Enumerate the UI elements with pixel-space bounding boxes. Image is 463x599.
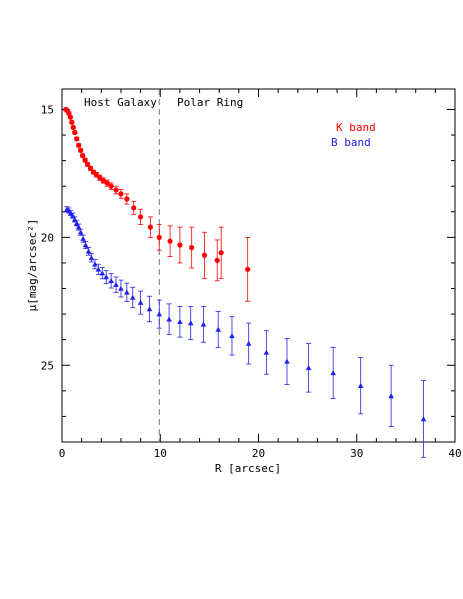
legend-b-band: B band (331, 136, 371, 149)
data-point (104, 180, 110, 186)
data-point (177, 242, 183, 248)
series-b-band (64, 206, 427, 458)
data-point (77, 229, 84, 235)
plot-frame (61, 88, 456, 443)
data-point (92, 261, 98, 267)
data-point (103, 274, 110, 280)
x-tick-label: 20 (252, 447, 265, 460)
data-point (70, 124, 76, 130)
data-point (189, 244, 195, 251)
y-axis-label: μ[mag/arcsec²] (26, 219, 39, 312)
data-point (166, 316, 172, 322)
data-point (74, 136, 80, 142)
data-point (84, 161, 91, 168)
data-point (146, 306, 153, 312)
data-point (108, 183, 114, 189)
data-point (69, 119, 75, 125)
x-tick-label: 30 (350, 447, 363, 460)
y-axis-ticks: 15 20 25 (41, 103, 455, 417)
data-point (147, 224, 154, 230)
y-tick-label: 25 (41, 359, 54, 372)
x-axis-label: R [arcsec] (215, 462, 281, 475)
data-point (75, 224, 82, 230)
data-point (78, 147, 84, 153)
data-point (118, 285, 124, 291)
legend-k-band: K band (336, 121, 376, 134)
data-point (93, 172, 99, 178)
data-point (99, 270, 106, 276)
data-point (357, 382, 364, 388)
data-point (131, 205, 137, 211)
data-point (388, 393, 394, 399)
x-axis-ticks: 0 10 20 30 40 (59, 89, 462, 460)
data-point (113, 187, 119, 193)
data-point (156, 234, 162, 240)
data-point (284, 358, 290, 364)
data-point (245, 340, 252, 346)
data-point (72, 129, 78, 136)
data-point (80, 152, 86, 159)
data-point (67, 114, 73, 120)
data-point (330, 370, 336, 376)
data-point (82, 242, 89, 248)
data-point (118, 191, 124, 197)
data-point (124, 289, 130, 295)
data-point (305, 365, 312, 371)
series-layer (63, 106, 427, 458)
data-point (113, 281, 119, 287)
data-point (177, 318, 183, 325)
data-point (129, 294, 136, 300)
data-point (97, 175, 103, 181)
data-point (95, 266, 102, 272)
data-point (229, 333, 235, 339)
data-point (137, 299, 144, 305)
data-point (100, 177, 106, 184)
y-tick-label: 20 (41, 231, 54, 244)
x-tick-label: 0 (59, 447, 66, 460)
data-point (87, 165, 94, 171)
y-tick-label: 15 (41, 103, 54, 116)
data-point (76, 142, 82, 148)
data-point (80, 235, 86, 241)
data-point (167, 238, 173, 244)
data-point (156, 311, 163, 317)
data-point (245, 266, 251, 272)
data-point (263, 349, 270, 355)
data-point (214, 257, 220, 263)
data-point (124, 196, 130, 202)
data-point (201, 252, 208, 258)
data-point (138, 214, 144, 220)
data-point (82, 157, 88, 163)
annotation-host-galaxy: Host Galaxy (84, 96, 157, 109)
series-k-band (63, 106, 251, 302)
data-point (85, 248, 92, 254)
data-point (187, 320, 194, 326)
data-point (215, 326, 222, 332)
annotation-polar-ring: Polar Ring (177, 96, 243, 109)
data-point (420, 416, 427, 422)
x-tick-label: 40 (448, 447, 461, 460)
x-tick-label: 10 (154, 447, 167, 460)
data-point (218, 250, 224, 256)
data-point (88, 255, 95, 261)
data-point (108, 278, 114, 284)
data-point (200, 321, 207, 327)
